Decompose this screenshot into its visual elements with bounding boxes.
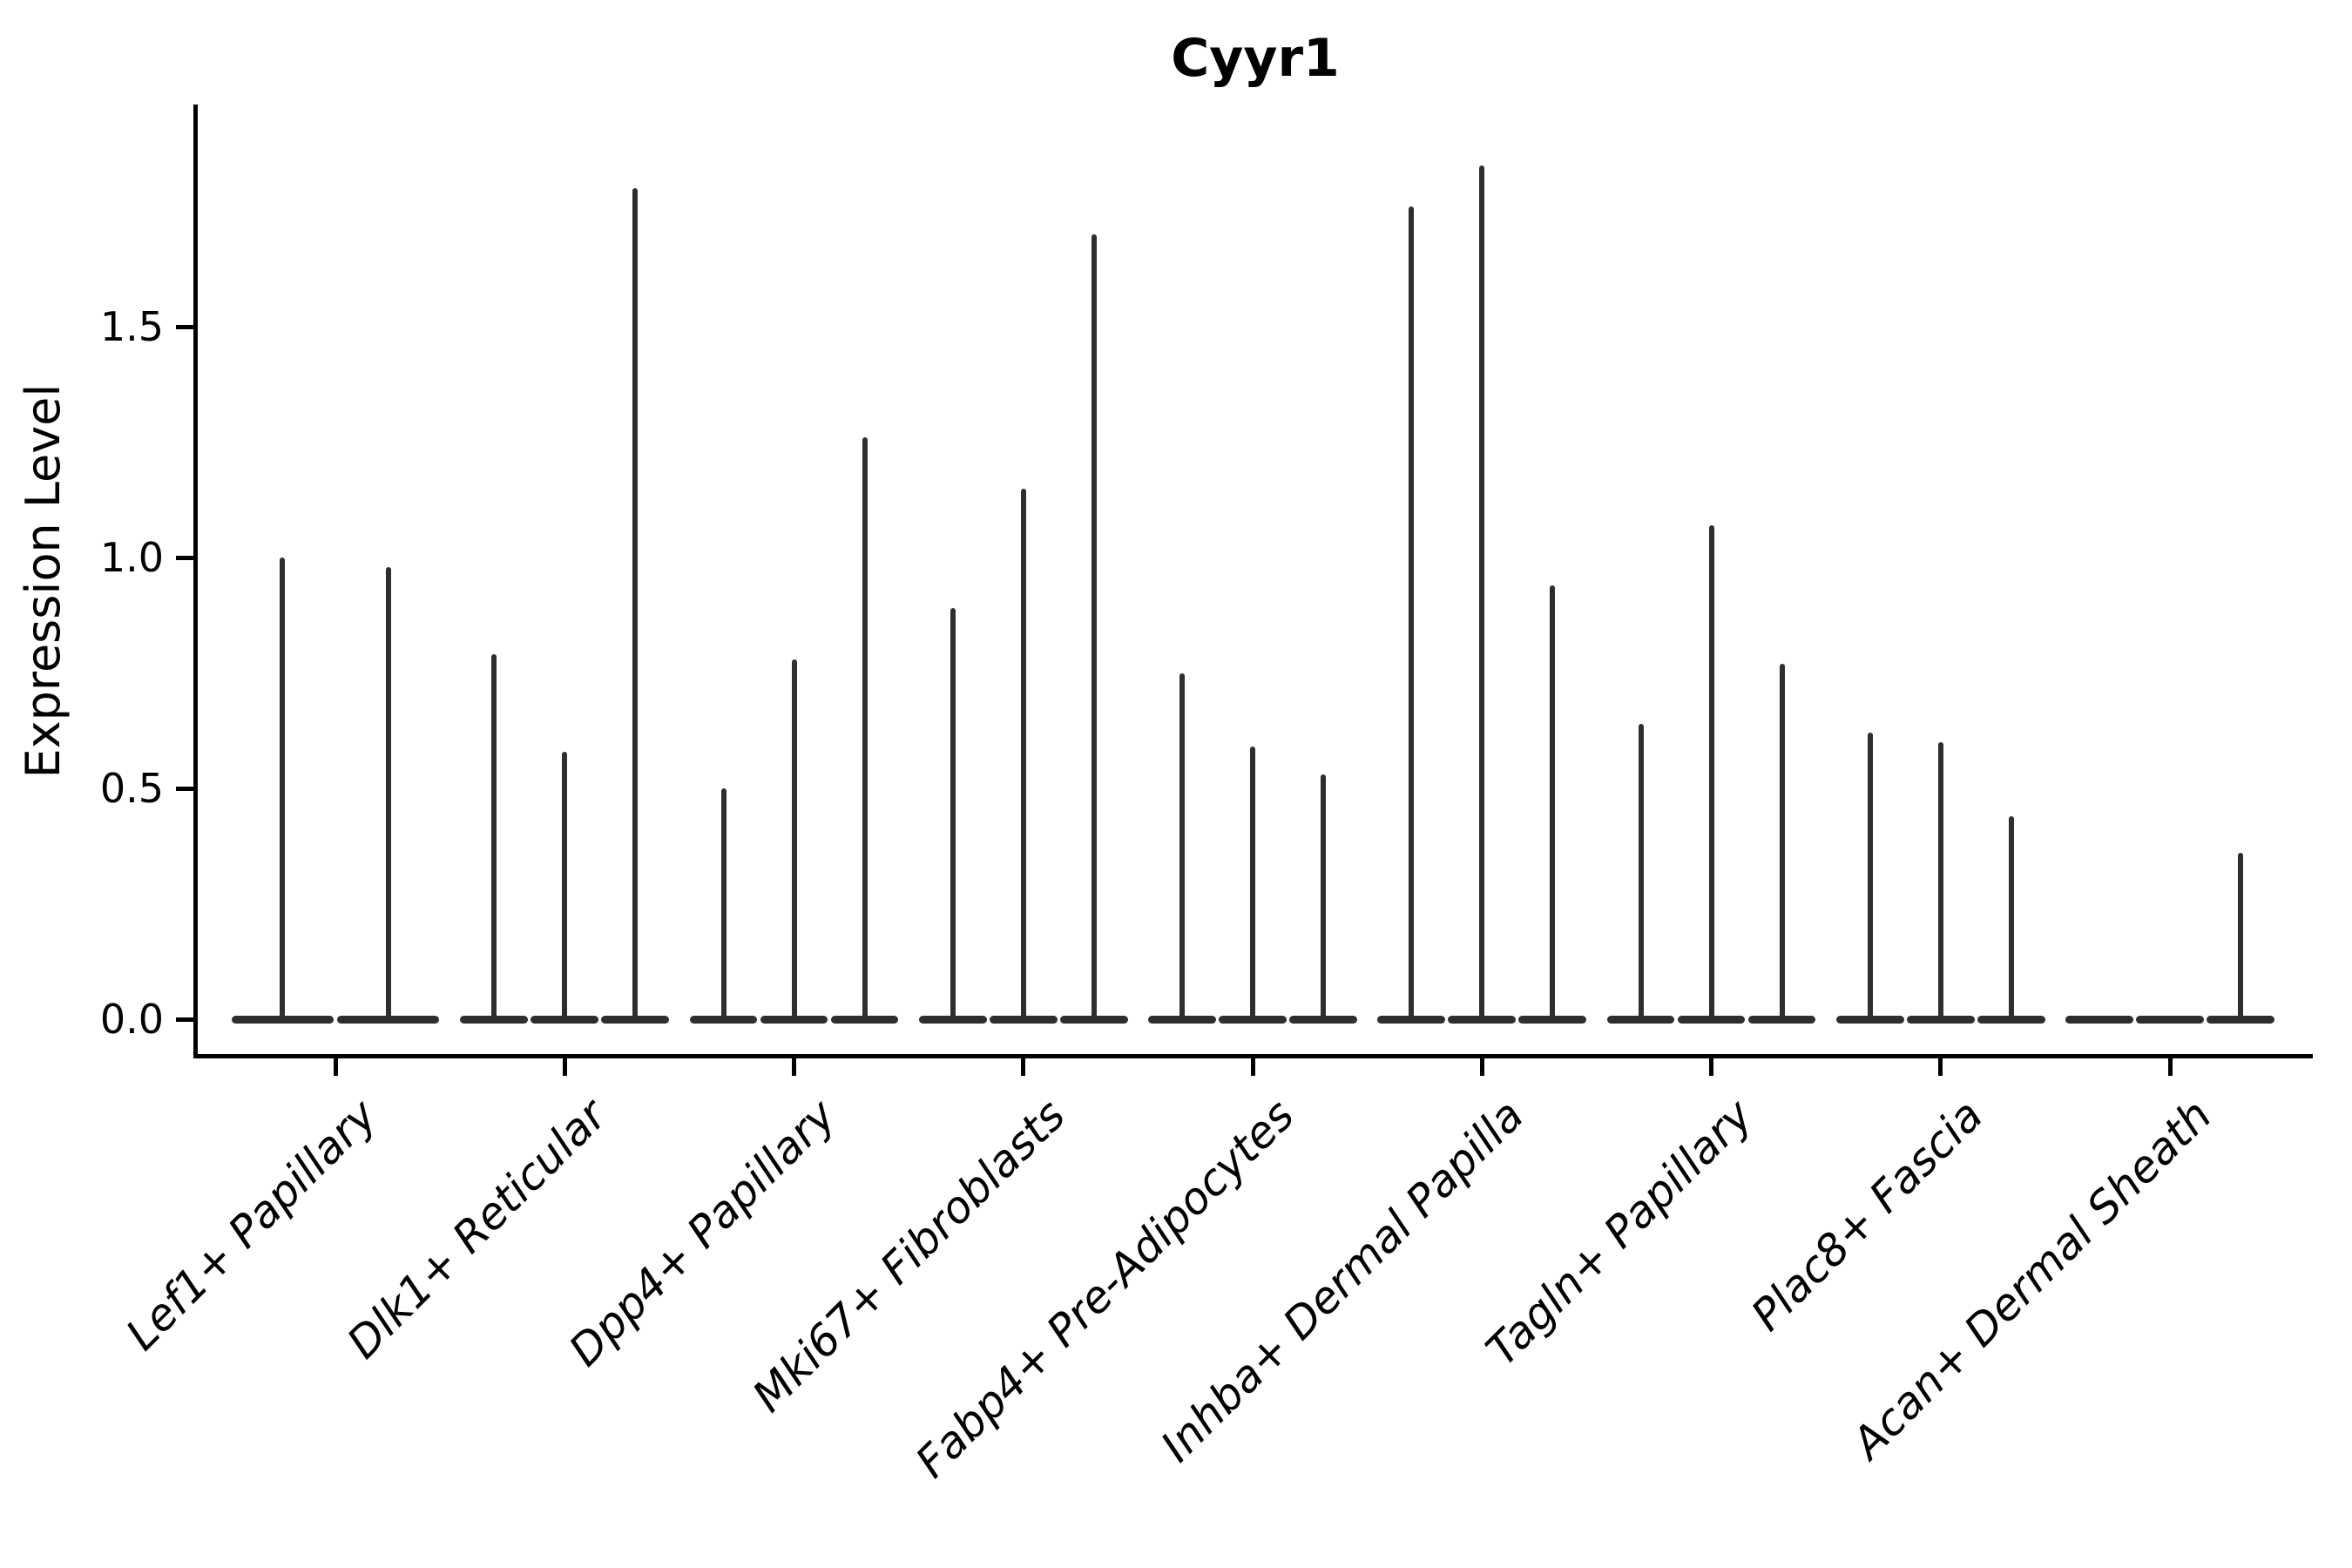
violin-spike [1250, 747, 1255, 1019]
violin-baseline [1289, 1015, 1357, 1024]
violin-spike [280, 558, 286, 1019]
y-tick [176, 324, 193, 329]
y-tick-label: 1.0 [99, 534, 164, 581]
violin-baseline [601, 1015, 670, 1024]
x-tick-label: Plac8+ Fascia [1740, 1090, 1992, 1341]
y-tick-label: 0.5 [99, 765, 164, 812]
violin-spike [491, 654, 497, 1019]
y-tick [176, 786, 193, 791]
violin-baseline [2136, 1015, 2204, 1024]
violin-spike [2008, 815, 2014, 1019]
violin-baseline [1677, 1015, 1746, 1024]
x-axis-spine [193, 1054, 2313, 1058]
violin-baseline [1219, 1015, 1287, 1024]
violin-spike [1179, 672, 1185, 1019]
violin-spike [1708, 524, 1714, 1019]
violin-spike [562, 751, 568, 1019]
violin-spike [720, 788, 727, 1019]
violin-baseline [1448, 1015, 1517, 1024]
violin-baseline [460, 1015, 529, 1024]
violin-spike [1937, 742, 1943, 1019]
violin-baseline [2065, 1015, 2133, 1024]
violin-spike [950, 608, 956, 1019]
violin-spike [632, 188, 639, 1019]
x-tick-label: Inhba+ Dermal Papilla [1151, 1090, 1534, 1472]
y-tick-label: 0.0 [99, 996, 164, 1043]
violin-spike [1091, 234, 1097, 1019]
violin-spike [1479, 165, 1485, 1019]
violin-spike [2238, 853, 2243, 1019]
violin-spike [1321, 774, 1326, 1019]
violin-baseline [1835, 1015, 1904, 1024]
violin-spike [1867, 733, 1873, 1019]
chart-title: Cyyr1 [1171, 28, 1340, 89]
violin-spike [791, 659, 797, 1019]
violin-spike [385, 566, 391, 1019]
x-tick [1938, 1058, 1943, 1076]
violin-baseline [2207, 1015, 2274, 1024]
violin-baseline [1518, 1015, 1587, 1024]
violin-baseline [918, 1015, 987, 1024]
x-tick [1709, 1058, 1713, 1076]
x-tick [792, 1058, 796, 1076]
violin-baseline [1747, 1015, 1816, 1024]
violin-baseline [1606, 1015, 1675, 1024]
y-tick [176, 555, 193, 560]
x-tick [2167, 1058, 2173, 1076]
violin-spike [1409, 206, 1415, 1019]
y-axis-spine [193, 105, 198, 1058]
x-tick-label: Fabp4+ Pre-Adipocytes [906, 1090, 1305, 1488]
violin-baseline [1377, 1015, 1446, 1024]
violin-spike [1020, 488, 1026, 1019]
violin-baseline [1059, 1015, 1128, 1024]
x-tick-label: Lef1+ Papillary [116, 1090, 388, 1361]
x-tick [1250, 1058, 1255, 1076]
x-tick [1479, 1058, 1484, 1076]
violin-spike [862, 437, 868, 1019]
violin-spike [1638, 723, 1644, 1019]
violin-baseline [231, 1015, 334, 1024]
x-tick [1021, 1058, 1026, 1076]
violin-baseline [1906, 1015, 1975, 1024]
violin-spike [1550, 585, 1556, 1019]
violin-baseline [1977, 1015, 2045, 1024]
violin-baseline [1148, 1015, 1216, 1024]
x-tick [562, 1058, 567, 1076]
y-axis-label: Expression Level [16, 383, 71, 779]
violin-baseline [989, 1015, 1058, 1024]
violin-baseline [531, 1015, 599, 1024]
violin-baseline [760, 1015, 828, 1024]
violin-baseline [830, 1015, 899, 1024]
x-tick [333, 1058, 338, 1076]
violin-baseline [689, 1015, 758, 1024]
violin-baseline [337, 1015, 440, 1024]
y-tick-label: 1.5 [99, 303, 164, 350]
y-tick [176, 1017, 193, 1022]
violin-spike [1779, 663, 1785, 1019]
